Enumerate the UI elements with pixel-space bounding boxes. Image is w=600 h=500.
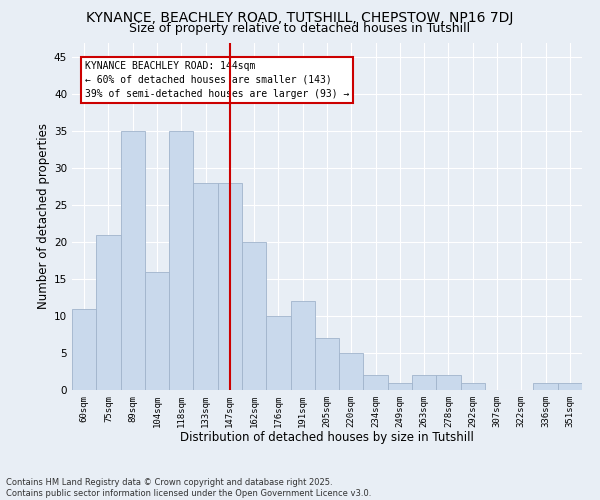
Bar: [315, 338, 339, 390]
Bar: [218, 183, 242, 390]
Bar: [169, 131, 193, 390]
Bar: [290, 302, 315, 390]
Text: Contains HM Land Registry data © Crown copyright and database right 2025.
Contai: Contains HM Land Registry data © Crown c…: [6, 478, 371, 498]
Bar: [533, 382, 558, 390]
Bar: [461, 382, 485, 390]
Bar: [121, 131, 145, 390]
Bar: [193, 183, 218, 390]
Text: KYNANCE, BEACHLEY ROAD, TUTSHILL, CHEPSTOW, NP16 7DJ: KYNANCE, BEACHLEY ROAD, TUTSHILL, CHEPST…: [86, 11, 514, 25]
Bar: [364, 375, 388, 390]
Bar: [72, 308, 96, 390]
Bar: [558, 382, 582, 390]
Bar: [145, 272, 169, 390]
Bar: [339, 353, 364, 390]
Y-axis label: Number of detached properties: Number of detached properties: [37, 123, 50, 309]
Bar: [242, 242, 266, 390]
Text: KYNANCE BEACHLEY ROAD: 144sqm
← 60% of detached houses are smaller (143)
39% of : KYNANCE BEACHLEY ROAD: 144sqm ← 60% of d…: [85, 61, 349, 99]
Bar: [436, 375, 461, 390]
Bar: [412, 375, 436, 390]
Bar: [96, 234, 121, 390]
X-axis label: Distribution of detached houses by size in Tutshill: Distribution of detached houses by size …: [180, 432, 474, 444]
Bar: [388, 382, 412, 390]
Text: Size of property relative to detached houses in Tutshill: Size of property relative to detached ho…: [130, 22, 470, 35]
Bar: [266, 316, 290, 390]
